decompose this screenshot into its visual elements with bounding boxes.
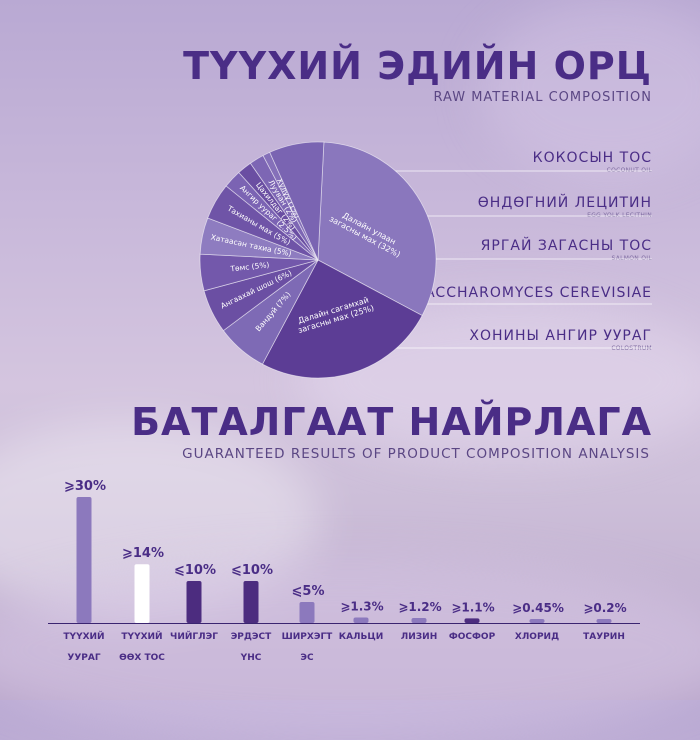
ingredient-name: ЯРГАЙ ЗАГАСНЫ ТОС xyxy=(480,238,652,254)
bar-chart: ⩾30% ТҮҮХИЙ УУРАГ ⩾14% ТҮҮХИЙ ӨӨХ ТОС ⩽10% ЧИЙГ… xyxy=(48,479,640,663)
bar-category-ash: ЭРДЭСТ xyxy=(231,632,272,642)
pie-slice-red-fish xyxy=(317,141,437,317)
chart-canvas: Далайн улаанзагасны мах (32%)Далайн сага… xyxy=(48,141,640,663)
bar-value-moisture: ⩽10% xyxy=(174,563,216,578)
bar-phosphorus xyxy=(464,618,480,623)
ingredient-saccharomyces: SACCHAROMYCES CEREVISIAE xyxy=(415,282,652,301)
ingredient-salmon-oil: ЯРГАЙ ЗАГАСНЫ ТОС SALMON OIL xyxy=(481,235,652,262)
bar-chloride xyxy=(529,619,545,623)
bar-category-chloride: ХЛОРИД xyxy=(515,632,559,642)
ingredient-colostrum: ХОНИНЫ АНГИР УУРАГ COLOSTRUM xyxy=(469,325,652,352)
bar-raw-protein xyxy=(76,497,92,623)
ingredient-name: ӨНДӨГНИЙ ЛЕЦИТИН xyxy=(477,195,652,211)
pie-slice-other xyxy=(269,141,325,261)
ingredient-english: COLOSTRUM xyxy=(611,345,652,352)
ingredient-english: COCONUT OIL xyxy=(606,167,652,174)
ingredient-egg-yolk-lecithin: ӨНДӨГНИЙ ЛЕЦИТИН EGG YOLK LECITHIN xyxy=(478,192,652,219)
ingredient-english: SALMON OIL xyxy=(611,255,652,262)
bar-category-taurine: ТАУРИН xyxy=(583,632,625,642)
bar-category-line2-raw-fat: ӨӨХ ТОС xyxy=(119,653,165,663)
bar-category-raw-fat: ТҮҮХИЙ xyxy=(121,630,162,642)
ingredient-name: КОКОСЫН ТОС xyxy=(532,150,652,166)
bar-fiber xyxy=(299,602,315,623)
bar-category-raw-protein: ТҮҮХИЙ xyxy=(63,630,104,642)
ingredient-english: EGG YOLK LECITHIN xyxy=(587,212,652,219)
ingredient-name: ХОНИНЫ АНГИР УУРАГ xyxy=(469,328,652,344)
section-title: БАТАЛГААТ НАЙРЛАГА xyxy=(131,400,652,444)
bar-value-lysine: ⩾1.2% xyxy=(398,600,441,614)
bar-category-line2-fiber: ЭС xyxy=(300,653,314,663)
bar-ash xyxy=(243,581,259,623)
bar-value-raw-protein: ⩾30% xyxy=(64,479,106,494)
bar-value-chloride: ⩾0.45% xyxy=(512,601,564,615)
bar-category-fiber: ШИРХЭГТ xyxy=(282,632,334,642)
bar-calcium xyxy=(353,617,369,623)
bar-moisture xyxy=(186,581,202,623)
ingredient-name: SACCHAROMYCES CEREVISIAE xyxy=(414,285,652,301)
bar-value-ash: ⩽10% xyxy=(231,563,273,578)
bar-category-phosphorus: ФОСФОР xyxy=(449,632,496,642)
page-subtitle: RAW MATERIAL COMPOSITION xyxy=(433,90,652,105)
bar-category-lysine: ЛИЗИН xyxy=(401,632,437,642)
pie-label-potato: Төмс (5%) xyxy=(229,260,270,273)
bar-value-taurine: ⩾0.2% xyxy=(583,601,626,615)
bar-lysine xyxy=(411,617,427,623)
bar-category-line2-raw-protein: УУРАГ xyxy=(67,653,100,663)
bar-raw-fat xyxy=(134,564,150,623)
bar-value-raw-fat: ⩾14% xyxy=(122,546,164,561)
bar-category-calcium: КАЛЬЦИ xyxy=(339,632,384,642)
bar-value-calcium: ⩾1.3% xyxy=(340,600,383,614)
bar-value-phosphorus: ⩾1.1% xyxy=(451,600,494,614)
page-title: ТҮҮХИЙ ЭДИЙН ОРЦ xyxy=(183,44,652,88)
section-subtitle: GUARANTEED RESULTS OF PRODUCT COMPOSITIO… xyxy=(182,446,650,462)
bar-category-line2-ash: ҮНС xyxy=(240,653,262,663)
bar-value-fiber: ⩽5% xyxy=(292,584,325,599)
bar-category-moisture: ЧИЙГЛЭГ xyxy=(170,630,218,642)
bar-taurine xyxy=(596,619,612,623)
ingredient-coconut-oil: КОКОСЫН ТОС COCONUT OIL xyxy=(533,147,652,174)
pie-chart: Далайн улаанзагасны мах (32%)Далайн сага… xyxy=(199,141,437,379)
